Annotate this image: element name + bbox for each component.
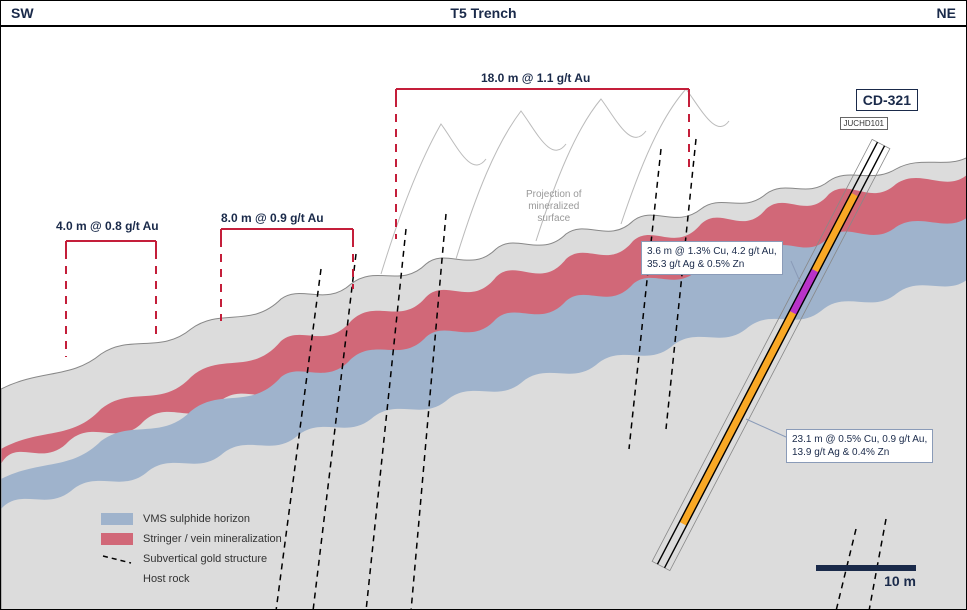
diagram-area: Projection ofmineralizedsurface CD-321 J… (1, 29, 966, 609)
legend-label: Stringer / vein mineralization (143, 533, 282, 545)
direction-ne: NE (937, 5, 956, 21)
legend-swatch (101, 513, 133, 525)
direction-sw: SW (11, 5, 34, 21)
legend-label: VMS sulphide horizon (143, 513, 250, 525)
legend-label: Host rock (143, 573, 189, 585)
section-title: T5 Trench (450, 5, 516, 21)
legend-row: VMS sulphide horizon (101, 511, 282, 527)
scale-line (816, 565, 916, 571)
legend-swatch (101, 533, 133, 545)
scale-bar: 10 m (816, 565, 916, 589)
projection-label: Projection ofmineralizedsurface (526, 189, 582, 225)
assay-callout: 3.6 m @ 1.3% Cu, 4.2 g/t Au,35.3 g/t Ag … (641, 241, 783, 275)
legend: VMS sulphide horizon Stringer / vein mine… (101, 511, 282, 591)
trench-label: 8.0 m @ 0.9 g/t Au (221, 211, 324, 225)
scale-text: 10 m (816, 573, 916, 589)
legend-swatch (101, 573, 133, 585)
legend-row: Stringer / vein mineralization (101, 531, 282, 547)
legend-dash (101, 553, 133, 565)
trench-label: 18.0 m @ 1.1 g/t Au (481, 71, 590, 85)
legend-row: Subvertical gold structure (101, 551, 282, 567)
legend-label: Subvertical gold structure (143, 553, 267, 565)
cross-section-container: SW T5 Trench NE Projection ofmineralized… (0, 0, 967, 610)
drillhole-id-label: CD-321 (856, 89, 918, 111)
legend-row: Host rock (101, 571, 282, 587)
trench-label: 4.0 m @ 0.8 g/t Au (56, 219, 159, 233)
drillhole-alt-id-label: JUCHD101 (840, 117, 888, 130)
assay-callout: 23.1 m @ 0.5% Cu, 0.9 g/t Au,13.9 g/t Ag… (786, 429, 933, 463)
header: SW T5 Trench NE (1, 1, 966, 27)
